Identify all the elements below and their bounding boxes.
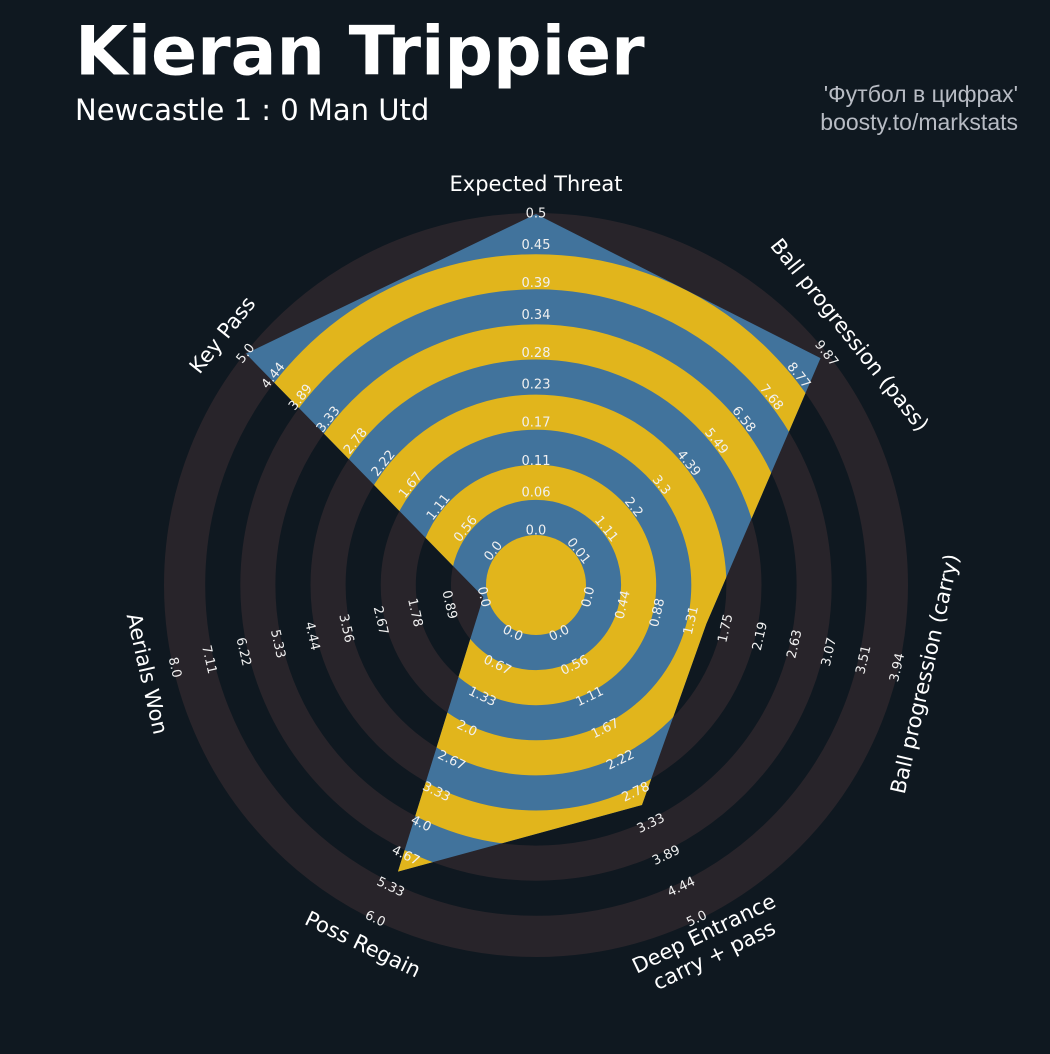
ring-tick-label: 4.44 [301,620,322,652]
ring-tick-label: 1.75 [715,613,736,645]
inner-ring [245,254,821,872]
ring-tick-label: 0.28 [522,346,551,361]
credit: boosty.to/markstats [820,109,1018,135]
ring-tick-label: 3.94 [887,652,908,684]
ring-tick-label: 2.67 [370,605,391,637]
credit: 'Футбол в цифрах' [824,81,1018,107]
ring-tick-label: 0.0 [579,585,598,609]
ring-tick-label: 1.78 [404,597,425,629]
ring-tick-label: 0.0 [474,585,493,609]
ring-tick-label: 7.11 [198,644,219,676]
ring-tick-label: 0.88 [647,597,668,629]
ring-tick-label: 0.34 [522,308,551,323]
ring-tick-label: 0.17 [522,416,551,431]
ring-tick-label: 8.0 [165,656,184,680]
ring-tick-label: 0.45 [522,238,551,253]
ring-tick-label: 0.0 [526,524,547,539]
ring-tick-label: 2.63 [784,628,805,660]
ring-tick-label: 2.19 [750,620,771,652]
ring-tick-label: 3.07 [819,636,840,668]
ring-tick-label: 0.89 [438,589,459,621]
chart-subtitle: Newcastle 1 : 0 Man Utd [75,93,429,127]
axis-label: Aerials Won [122,611,173,737]
center-disc [486,535,586,635]
ring-tick-label: 0.11 [522,454,551,469]
ring-tick-label: 0.23 [522,378,551,393]
ring-tick-label: 0.44 [613,589,634,621]
ring-tick-label: 3.51 [853,644,874,676]
ring-tick-label: 1.31 [681,605,702,637]
ring-tick-label: 3.56 [335,613,356,645]
ring-tick-label: 5.33 [267,628,288,660]
ring-tick-label: 0.39 [522,276,551,291]
axis-label: Expected Threat [450,172,623,196]
ring-tick-label: 0.5 [526,207,547,222]
chart-title: Kieran Trippier [75,13,645,92]
ring-tick-label: 6.22 [233,636,254,668]
ring-tick-label: 0.06 [522,485,551,500]
